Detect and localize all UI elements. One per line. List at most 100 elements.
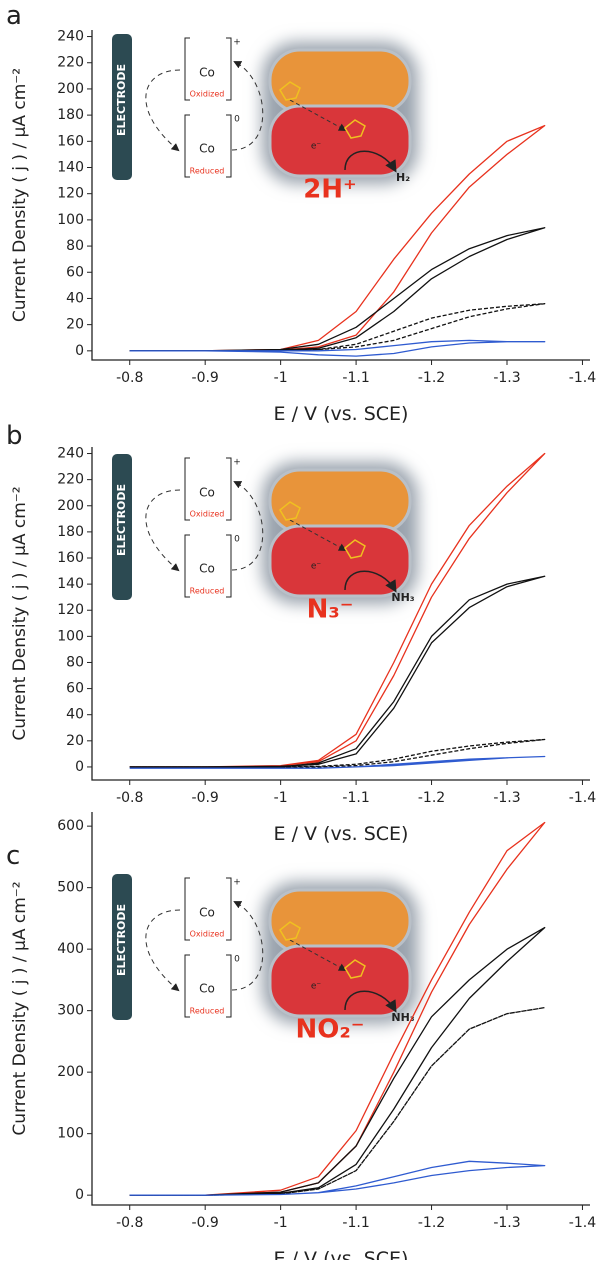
x-tick-label: -1 — [274, 370, 288, 386]
x-tick-label: -1.4 — [569, 370, 596, 386]
annotation: Co — [199, 562, 215, 576]
x-tick-label: -1.1 — [342, 370, 369, 386]
y-tick-label: 140 — [57, 576, 84, 592]
x-axis-label: E / V (vs. SCE) — [274, 403, 409, 425]
annotation: e⁻ — [311, 142, 322, 152]
x-tick-label: -1.4 — [569, 790, 596, 806]
y-tick-label: 600 — [57, 818, 84, 834]
y-tick-label: 60 — [66, 264, 84, 280]
electron-arrow — [289, 519, 347, 551]
bracket — [184, 37, 232, 178]
annotation: + — [233, 38, 241, 48]
panel-label: c — [6, 841, 20, 871]
annotation: Oxidized — [190, 90, 225, 99]
y-tick-label: 60 — [66, 681, 84, 697]
cv-curve — [129, 755, 546, 769]
product-arrow — [344, 150, 397, 173]
annotation: ELECTRODE — [115, 904, 128, 976]
x-tick-label: -0.9 — [192, 1215, 219, 1231]
y-tick-label: 200 — [57, 498, 84, 514]
cv-curve — [129, 227, 546, 352]
y-axis-label: Current Density ( j ) / µA cm⁻² — [10, 68, 30, 322]
annotation: Oxidized — [190, 930, 225, 939]
capsule-bottom — [268, 944, 412, 1018]
bracket — [184, 877, 232, 1018]
y-tick-label: 40 — [66, 707, 84, 723]
annotation: 0 — [234, 115, 240, 125]
y-tick-label: 100 — [57, 628, 84, 644]
y-tick-label: 0 — [75, 759, 84, 775]
y-tick-label: 200 — [57, 1064, 84, 1080]
annotation: Co — [199, 66, 215, 80]
capsule-bottom — [268, 524, 412, 598]
x-tick-label: -0.8 — [116, 370, 143, 386]
inset: ELECTRODE Co + Oxidized Co 0 Reduced e⁻ NH₃ NO₂⁻ — [112, 874, 418, 1045]
x-tick-label: -1.2 — [418, 1215, 445, 1231]
annotation: NH₃ — [391, 1011, 414, 1024]
y-tick-label: 100 — [57, 212, 84, 228]
annotation: Co — [199, 486, 215, 500]
x-tick-label: -1.3 — [493, 370, 520, 386]
y-tick-label: 0 — [75, 343, 84, 359]
annotation: 0 — [234, 955, 240, 965]
cluster — [279, 501, 366, 559]
y-tick-label: 120 — [57, 602, 84, 618]
y-tick-label: 160 — [57, 550, 84, 566]
axis-frame — [91, 30, 590, 361]
inset: ELECTRODE Co + Oxidized Co 0 Reduced e⁻ H₂ 2H⁺ — [112, 34, 418, 205]
x-tick-label: -0.9 — [192, 370, 219, 386]
x-tick-label: -1 — [274, 790, 288, 806]
y-tick-label: 500 — [57, 880, 84, 896]
x-axis-label: E / V (vs. SCE) — [274, 823, 409, 845]
y-tick-label: 180 — [57, 524, 84, 540]
x-tick-label: -0.8 — [116, 790, 143, 806]
cycle-arrow — [231, 61, 264, 151]
x-tick-label: -1 — [274, 1215, 288, 1231]
y-axis-label: Current Density ( j ) / µA cm⁻² — [10, 881, 30, 1135]
annotation: Reduced — [190, 167, 225, 176]
x-tick-label: -1.3 — [493, 790, 520, 806]
capsule-top — [268, 468, 412, 534]
y-tick-label: 20 — [66, 317, 84, 333]
annotation: H₂ — [396, 171, 410, 184]
y-tick-label: 240 — [57, 446, 84, 462]
annotation: N₃⁻ — [307, 595, 354, 625]
cv-curve — [129, 452, 546, 768]
y-tick-label: 40 — [66, 290, 84, 306]
annotation: Co — [199, 142, 215, 156]
annotation: Co — [199, 906, 215, 920]
capsule-top — [268, 48, 412, 114]
annotation: e⁻ — [311, 982, 322, 992]
y-tick-label: 180 — [57, 107, 84, 123]
y-tick-label: 220 — [57, 55, 84, 71]
cv-curve — [129, 1160, 546, 1196]
cv-curve — [129, 339, 546, 357]
inset: ELECTRODE Co + Oxidized Co 0 Reduced e⁻ NH₃ N₃⁻ — [112, 454, 418, 625]
annotation: ELECTRODE — [115, 484, 128, 556]
y-tick-label: 0 — [75, 1187, 84, 1203]
panel-label: b — [6, 421, 23, 451]
y-tick-label: 140 — [57, 160, 84, 176]
x-tick-label: -1.1 — [342, 1215, 369, 1231]
cycle-arrow — [145, 489, 181, 572]
capsule-bottom — [268, 104, 412, 178]
annotation: + — [233, 458, 241, 468]
cycle-arrow — [231, 901, 264, 991]
axis-frame — [91, 812, 590, 1206]
annotation: NH₃ — [391, 591, 414, 604]
annotation: 0 — [234, 535, 240, 545]
electrode — [112, 34, 132, 180]
y-tick-label: 240 — [57, 29, 84, 45]
x-tick-label: -1.1 — [342, 790, 369, 806]
annotation: Reduced — [190, 1007, 225, 1016]
product-arrow — [344, 570, 397, 593]
x-tick-label: -0.8 — [116, 1215, 143, 1231]
electron-arrow — [289, 99, 347, 131]
cv-curve — [129, 303, 546, 352]
cv-curve — [129, 575, 546, 768]
y-axis-label: Current Density ( j ) / µA cm⁻² — [10, 486, 30, 740]
electrode — [112, 874, 132, 1020]
cv-curve — [129, 738, 546, 768]
annotation: + — [233, 878, 241, 888]
